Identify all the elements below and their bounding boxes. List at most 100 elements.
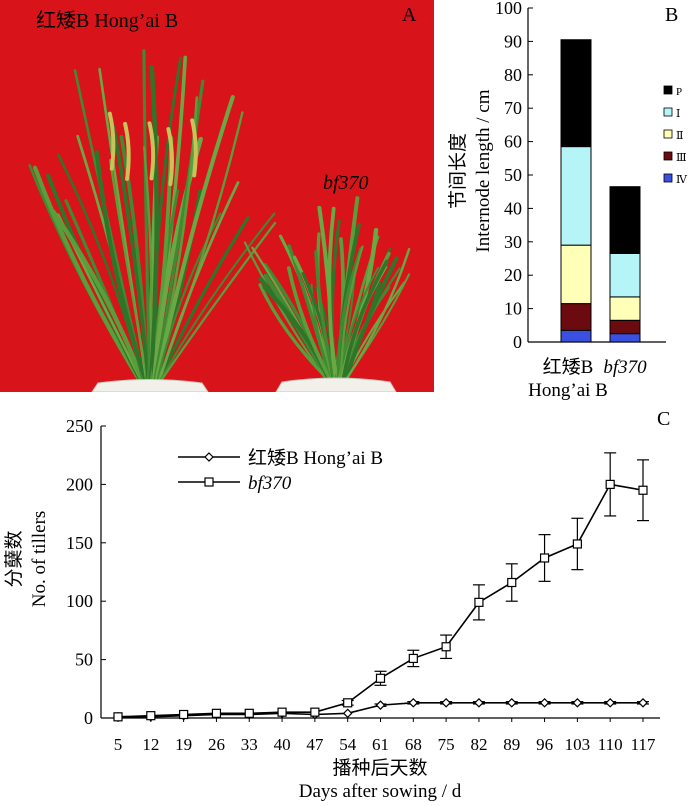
c-y-tick-label: 150 [66,533,93,553]
c-x-tick-label: 103 [565,735,591,754]
leaf-blade [339,245,364,382]
bar-segment-0 [560,244,592,305]
b-category-label: 红矮B [543,356,594,378]
b-y-tick-label: 80 [504,65,522,85]
c-x-tick-label: 40 [274,735,291,754]
b-y-tick-label: 20 [504,265,522,285]
b-legend-label: Ⅲ [676,152,687,164]
leaf-blade [151,136,203,385]
b-legend-swatch [663,107,673,117]
c-y-tick-label: 250 [66,416,93,436]
b-y-tick-label: 90 [504,31,522,51]
c-point-diamond [572,697,583,708]
c-point-diamond [638,697,648,708]
bar-segment-1 [609,296,641,321]
c-y-tick-label: 0 [84,708,93,728]
leaf-blade [343,256,399,383]
c-point-square [539,553,550,563]
leaf-blade [328,217,339,382]
plant-photo-panel: 红矮B Hong’ai B bf370 A [0,0,434,392]
c-point-square [375,673,386,683]
pot-left [91,379,209,392]
b-y-tick-label: 100 [495,0,522,18]
rice-panicle [147,121,156,181]
leaf-blade [151,57,183,384]
c-point-square [113,712,123,722]
c-ylabel-cn: 分蘖数 [3,530,25,587]
c-x-tick-label: 110 [598,735,623,754]
leaf-blade [32,165,143,385]
c-x-tick-label: 47 [306,735,324,754]
c-point-diamond [342,708,353,719]
b-ylabel-cn: 节间长度 [447,133,469,209]
c-point-square [310,707,320,717]
leaf-blade [94,150,149,385]
pot-right [275,377,397,392]
leaf-blade [157,181,240,384]
b-legend-swatch [663,173,673,183]
c-x-tick-label: 68 [405,735,422,754]
b-category-label: Hong’ai B [528,380,608,401]
hongai-b-plant [28,49,277,385]
leaf-blade [158,212,276,384]
bar-segment-1 [609,319,641,335]
c-point-square [441,642,451,652]
b-y-tick-label: 0 [513,332,522,352]
panel-a-letter: A [402,4,417,26]
leaf-blade [108,159,149,384]
c-point-diamond [375,700,386,711]
panel-b-letter: B [665,4,679,26]
c-point-diamond [539,697,550,708]
bar-segment-1 [609,186,641,254]
b-y-tick-label: 60 [504,132,522,152]
c-x-tick-label: 75 [438,735,455,754]
c-point-diamond [474,697,484,708]
bar-segment-1 [609,333,641,343]
bar-segment-0 [560,329,592,343]
c-point-square [507,577,517,588]
bar-segment-0 [560,39,592,148]
c-legend-marker [204,452,214,462]
rice-panicle [166,127,174,187]
c-x-tick-label: 82 [470,735,487,754]
c-point-square [179,709,189,720]
c-y-tick-label: 200 [66,474,93,494]
b-y-tick-label: 30 [504,232,522,252]
b-ylabel-en: Internode length / cm [473,89,494,252]
c-legend-marker [204,477,214,487]
c-point-square [605,479,615,490]
c-point-diamond [605,697,616,708]
bar-segment-1 [609,252,641,298]
leaf-blade [341,259,389,382]
c-x-tick-label: 26 [208,735,225,754]
c-x-tick-label: 5 [114,735,123,754]
plant-illustration [28,49,411,392]
b-category-label: bf370 [603,357,647,378]
b-legend-swatch [663,85,673,95]
c-point-square [474,597,484,607]
leaf-blade [336,247,363,382]
leaf-blade [158,221,277,384]
c-x-tick-label: 96 [536,735,553,754]
c-x-tick-label: 19 [175,735,192,754]
leaf-blade [142,49,152,384]
c-y-tick-label: 100 [66,591,93,611]
rice-panicle [107,111,116,171]
c-ylabel-en: No. of tillers [29,511,50,608]
c-point-diamond [506,697,517,708]
c-xlabel-en: Days after sowing / d [299,781,462,802]
c-point-square [638,485,648,495]
internode-length-chart: 节间长度 Internode length / cm 0 10 20 30 40 50 60… [447,0,688,401]
bf370-plant [243,196,411,383]
leaf-blade [286,266,333,382]
c-point-square [146,711,156,721]
c-x-tick-label: 61 [372,735,389,754]
c-point-square [211,708,222,718]
rice-panicle [123,121,131,181]
b-legend-swatch [663,129,673,139]
leaf-blade [154,95,235,385]
leaf-blade [314,250,336,382]
c-point-diamond [441,697,451,708]
c-point-square [572,539,582,549]
c-x-tick-label: 54 [339,735,357,754]
